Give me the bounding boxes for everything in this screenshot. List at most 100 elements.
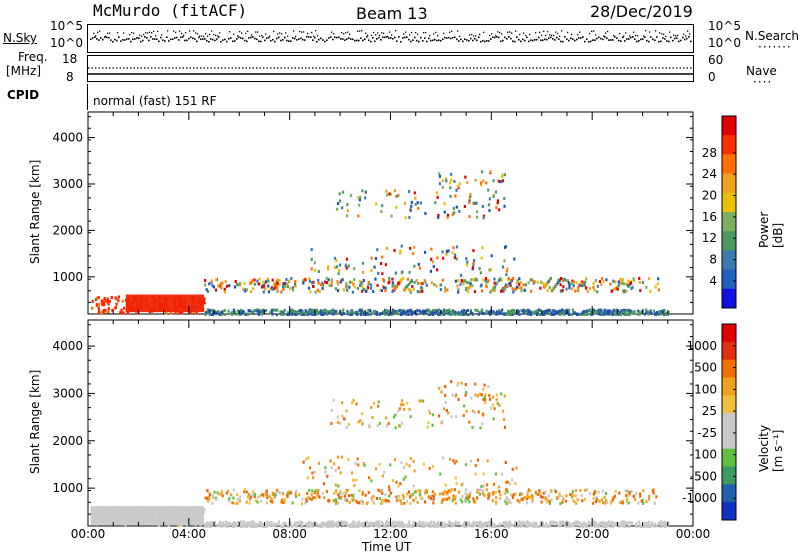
nsky-point bbox=[630, 36, 632, 39]
echo-cell bbox=[449, 312, 453, 316]
echo-cell bbox=[549, 520, 552, 524]
nsearch-point bbox=[437, 35, 439, 37]
echo-cell bbox=[330, 284, 333, 288]
echo-cell bbox=[251, 311, 254, 315]
echo-cell bbox=[351, 497, 354, 501]
echo-cell bbox=[638, 280, 641, 284]
echo-cell bbox=[540, 280, 543, 284]
echo-cell bbox=[624, 310, 627, 314]
echo-cell bbox=[334, 468, 337, 472]
echo-cell bbox=[416, 201, 419, 205]
echo-cell bbox=[547, 494, 551, 498]
echo-cell bbox=[493, 281, 496, 285]
nsky-point bbox=[172, 38, 174, 41]
echo-cell bbox=[242, 524, 245, 528]
echo-cell bbox=[291, 286, 294, 290]
nsearch-point bbox=[389, 31, 391, 33]
echo-cell bbox=[314, 496, 317, 500]
echo-cell bbox=[638, 310, 641, 314]
echo-cell bbox=[466, 308, 469, 312]
nsky-point bbox=[220, 40, 222, 43]
echo-cell bbox=[385, 309, 388, 313]
echo-cell bbox=[399, 482, 402, 486]
nsky-point bbox=[502, 39, 504, 42]
echo-cell bbox=[211, 284, 214, 288]
echo-cell bbox=[365, 520, 369, 524]
colorbar-tick-label: -25 bbox=[697, 426, 717, 440]
echo-cell bbox=[428, 521, 431, 525]
echo-cell bbox=[407, 490, 411, 494]
nsearch-point bbox=[371, 34, 373, 37]
echo-cell bbox=[409, 280, 412, 284]
nsky-point bbox=[332, 38, 334, 41]
echo-cell bbox=[325, 522, 328, 526]
echo-cell bbox=[333, 256, 337, 260]
echo-cell bbox=[388, 276, 391, 280]
echo-cell bbox=[452, 523, 456, 527]
echo-cell bbox=[234, 280, 237, 284]
nsky-point bbox=[514, 40, 516, 43]
nsearch-point bbox=[539, 31, 541, 34]
echo-cell bbox=[344, 417, 347, 421]
echo-cell bbox=[405, 284, 409, 288]
nsearch-point bbox=[279, 32, 281, 34]
echo-cell bbox=[561, 500, 564, 504]
colorbar-tick-label: 8 bbox=[709, 253, 717, 267]
nsearch-point bbox=[133, 32, 135, 34]
nsearch-point bbox=[347, 31, 349, 33]
echo-cell bbox=[438, 182, 441, 186]
echo-cell bbox=[479, 271, 483, 275]
colorbar-segment bbox=[722, 154, 736, 175]
echo-cell bbox=[304, 501, 307, 505]
echo-cell bbox=[518, 500, 521, 504]
echo-cell bbox=[356, 521, 359, 525]
echo-cell bbox=[451, 251, 454, 255]
echo-cell bbox=[523, 522, 527, 526]
echo-cell bbox=[565, 499, 568, 503]
echo-cell bbox=[243, 488, 247, 492]
echo-cell bbox=[620, 309, 623, 313]
echo-cell bbox=[208, 309, 211, 313]
nsky-point bbox=[526, 36, 528, 39]
echo-cell bbox=[273, 495, 276, 499]
cpid-panel bbox=[87, 84, 694, 110]
nsearch-point bbox=[237, 35, 239, 37]
echo-cell bbox=[507, 522, 510, 526]
echo-cell bbox=[411, 524, 415, 528]
echo-cell bbox=[505, 502, 508, 506]
echo-cell bbox=[287, 491, 290, 495]
nsearch-point bbox=[97, 31, 99, 34]
echo-cell bbox=[544, 521, 548, 525]
echo-cell bbox=[384, 313, 387, 316]
echo-cell bbox=[318, 495, 321, 499]
echo-cell bbox=[406, 492, 409, 496]
echo-cell bbox=[566, 279, 569, 283]
echo-cell bbox=[520, 524, 524, 528]
echo-cell bbox=[322, 309, 325, 313]
nsky-point bbox=[300, 37, 302, 40]
nsky-point bbox=[678, 40, 680, 43]
echo-cell bbox=[432, 497, 435, 501]
echo-cell bbox=[382, 310, 385, 314]
echo-cell bbox=[565, 520, 568, 524]
echo-cell bbox=[474, 472, 477, 476]
echo-cell bbox=[384, 525, 387, 528]
nsearch-point bbox=[383, 32, 385, 34]
echo-cell bbox=[225, 491, 228, 495]
echo-cell bbox=[309, 312, 312, 316]
echo-cell bbox=[581, 283, 585, 287]
echo-cell bbox=[409, 456, 413, 460]
echo-cell bbox=[395, 520, 398, 524]
echo-cell bbox=[601, 525, 604, 528]
echo-cell bbox=[484, 279, 487, 283]
nsearch-point bbox=[511, 32, 513, 34]
echo-cell bbox=[245, 288, 249, 292]
nsky-tick-low: 10^0 bbox=[50, 36, 83, 50]
echo-cell bbox=[593, 490, 596, 494]
echo-cell bbox=[205, 310, 208, 314]
echo-cell bbox=[464, 393, 467, 397]
nsky-point bbox=[648, 40, 650, 43]
echo-cell bbox=[369, 312, 372, 316]
echo-cell bbox=[400, 399, 404, 403]
echo-cell bbox=[253, 493, 257, 497]
